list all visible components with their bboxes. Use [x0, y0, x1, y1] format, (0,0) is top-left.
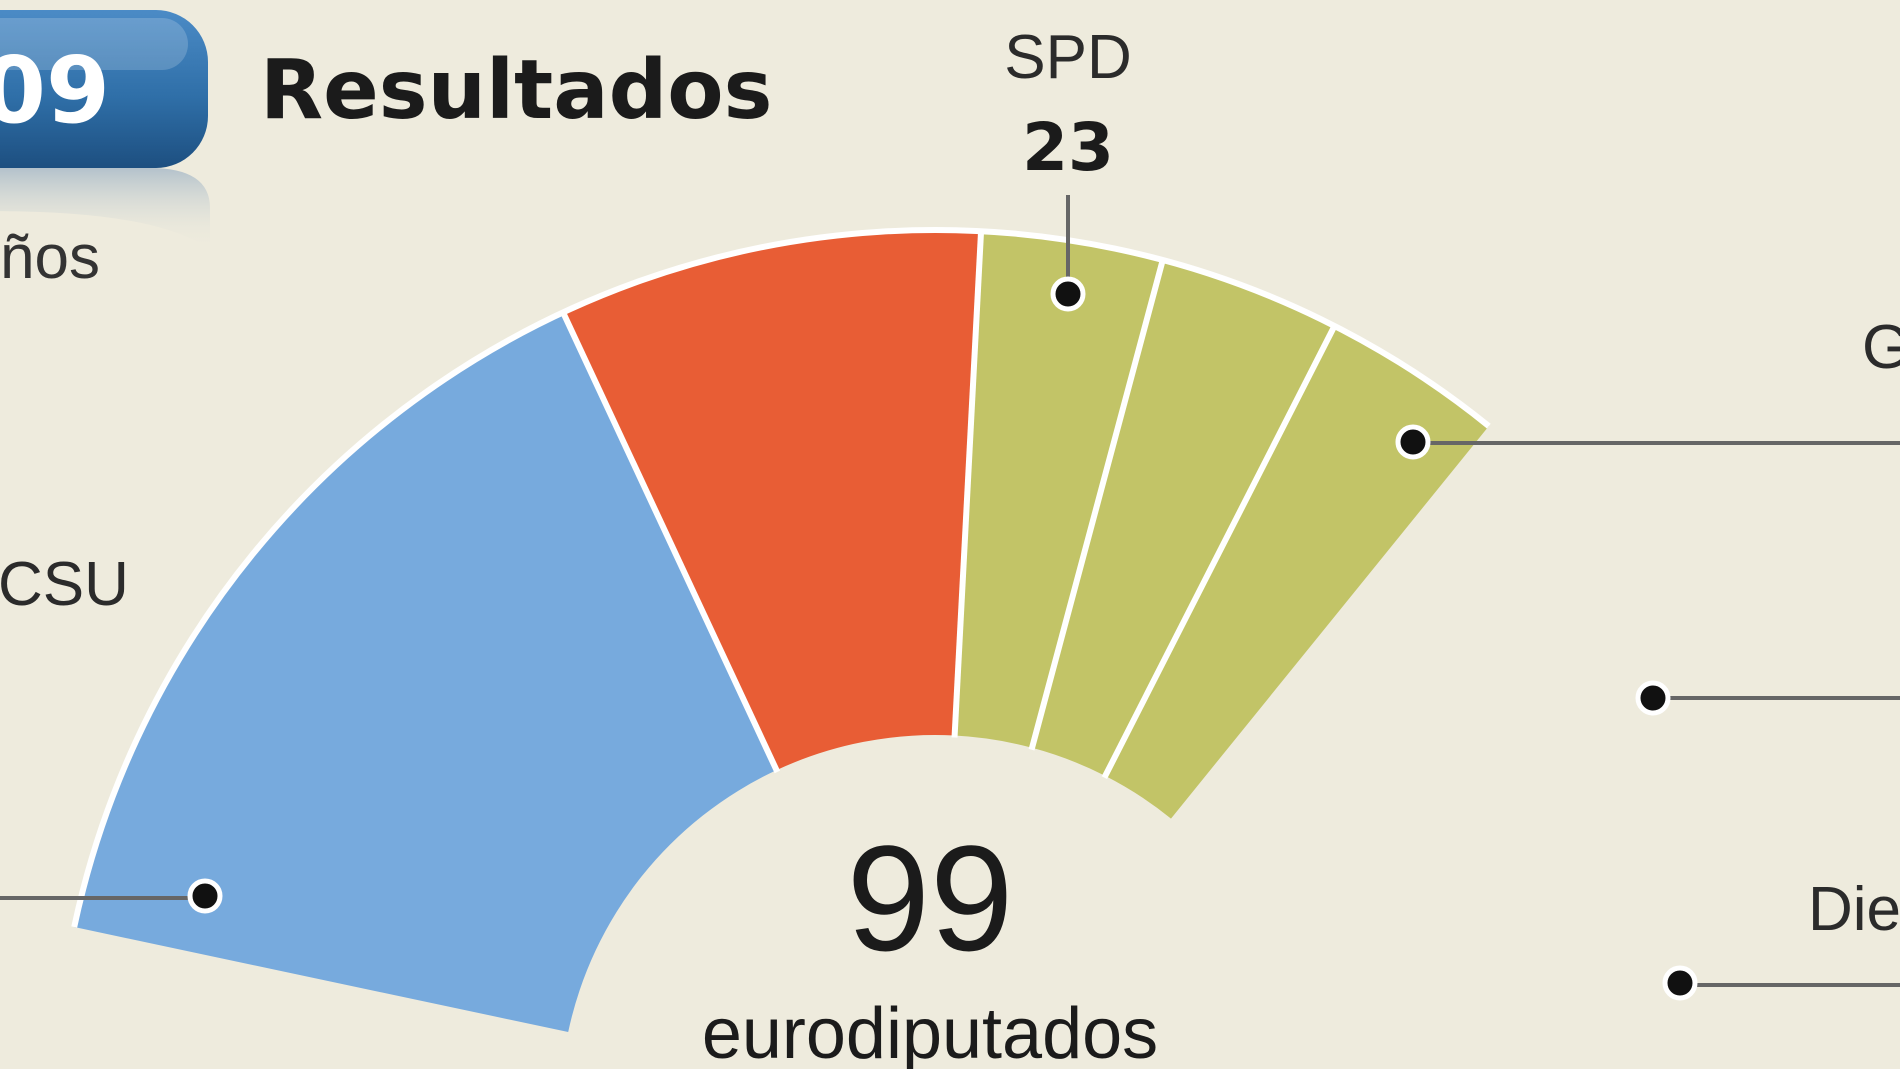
leader-dot [1662, 965, 1698, 1001]
label-g: G [1862, 313, 1900, 382]
segment-g [954, 231, 1163, 748]
year-badge: 09 [0, 10, 210, 250]
segment-labels: CSU SPD 23 G Die [0, 23, 1900, 944]
segment-party-4 [1032, 259, 1335, 776]
segment-spd [563, 229, 982, 771]
leader-dot [1395, 424, 1431, 460]
label-spd: SPD [1004, 23, 1131, 92]
leader-dot [1050, 276, 1086, 312]
leader-lines [0, 195, 1900, 1001]
label-die: Die [1808, 875, 1900, 944]
seat-chart: CSU SPD 23 G Die [0, 23, 1900, 1033]
segment-divider [1028, 257, 1167, 751]
chart-outer-rim [71, 227, 1491, 928]
segment-divider [1101, 322, 1339, 780]
total-seats-value: 99 [847, 814, 1014, 982]
side-label: ños [0, 223, 100, 292]
segment-dividers [71, 227, 1491, 928]
segment-die [1105, 325, 1489, 819]
total-seats-label: eurodiputados [702, 994, 1158, 1069]
leader-dot [187, 878, 223, 914]
segment-divider [951, 229, 985, 738]
year-badge-text: 09 [0, 37, 110, 144]
segment-csu [74, 312, 777, 1033]
segment-divider [559, 309, 781, 774]
chart-segments [74, 229, 1489, 1033]
label-csu: CSU [0, 550, 129, 619]
page-title: Resultados [260, 43, 772, 138]
seats-spd: 23 [1022, 109, 1114, 186]
leader-dot [1635, 680, 1671, 716]
